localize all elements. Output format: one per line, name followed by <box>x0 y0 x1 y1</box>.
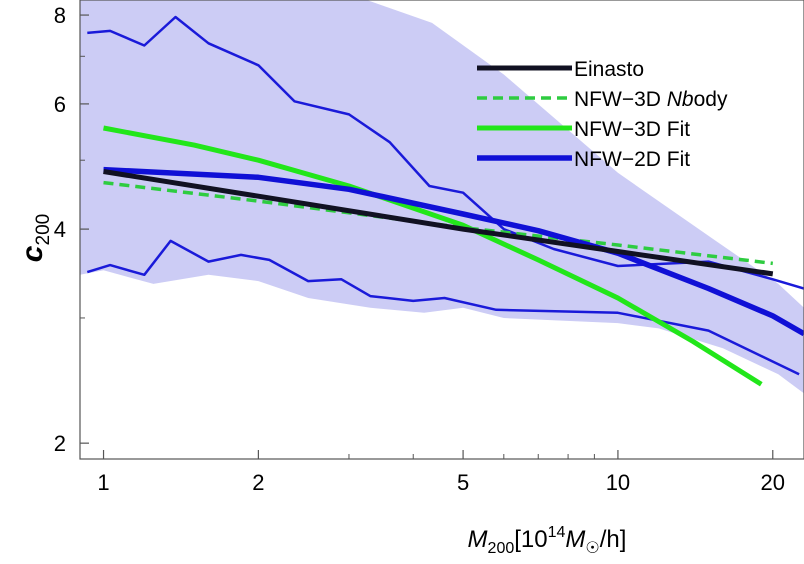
scatter-band <box>80 0 804 393</box>
legend-label-einasto: Einasto <box>574 58 644 81</box>
legend-label-nfw-3d-fit: NFW−3D Fit <box>574 118 690 141</box>
y-axis-title-main: c <box>16 245 49 262</box>
x-tick-label: 10 <box>606 470 630 495</box>
x-tick-label: 2 <box>252 470 264 495</box>
y-tick-label: 4 <box>54 217 66 242</box>
x-axis-title-mass-sub: ☉ <box>585 540 599 557</box>
y-tick-label: 6 <box>54 92 66 117</box>
x-axis-title-tail: /h] <box>600 526 627 553</box>
y-tick-label: 2 <box>54 431 66 456</box>
y-axis-title-sub: 200 <box>33 214 54 246</box>
x-tick-label: 1 <box>97 470 109 495</box>
x-axis-ticks: 1 2 5 10 20 <box>80 450 785 495</box>
x-axis-title-bracket: [10 <box>514 526 547 553</box>
x-axis-title-sup: 14 <box>548 524 566 541</box>
legend-label-nfw-3d-nbody: NFW−3D Nbody <box>574 88 728 111</box>
y-tick-label: 8 <box>54 3 66 28</box>
x-tick-label: 5 <box>457 470 469 495</box>
x-axis-title: M200[1014M☉/h] <box>468 524 627 557</box>
y-axis-title: c200 <box>16 214 54 262</box>
legend-label-nfw-2d-fit: NFW−2D Fit <box>574 148 690 171</box>
x-tick-label: 20 <box>761 470 785 495</box>
scatter-band-area <box>80 0 804 393</box>
x-axis-title-sub: 200 <box>488 540 515 557</box>
x-axis-title-mass: M <box>565 526 585 553</box>
x-axis-title-main: M <box>468 526 488 553</box>
